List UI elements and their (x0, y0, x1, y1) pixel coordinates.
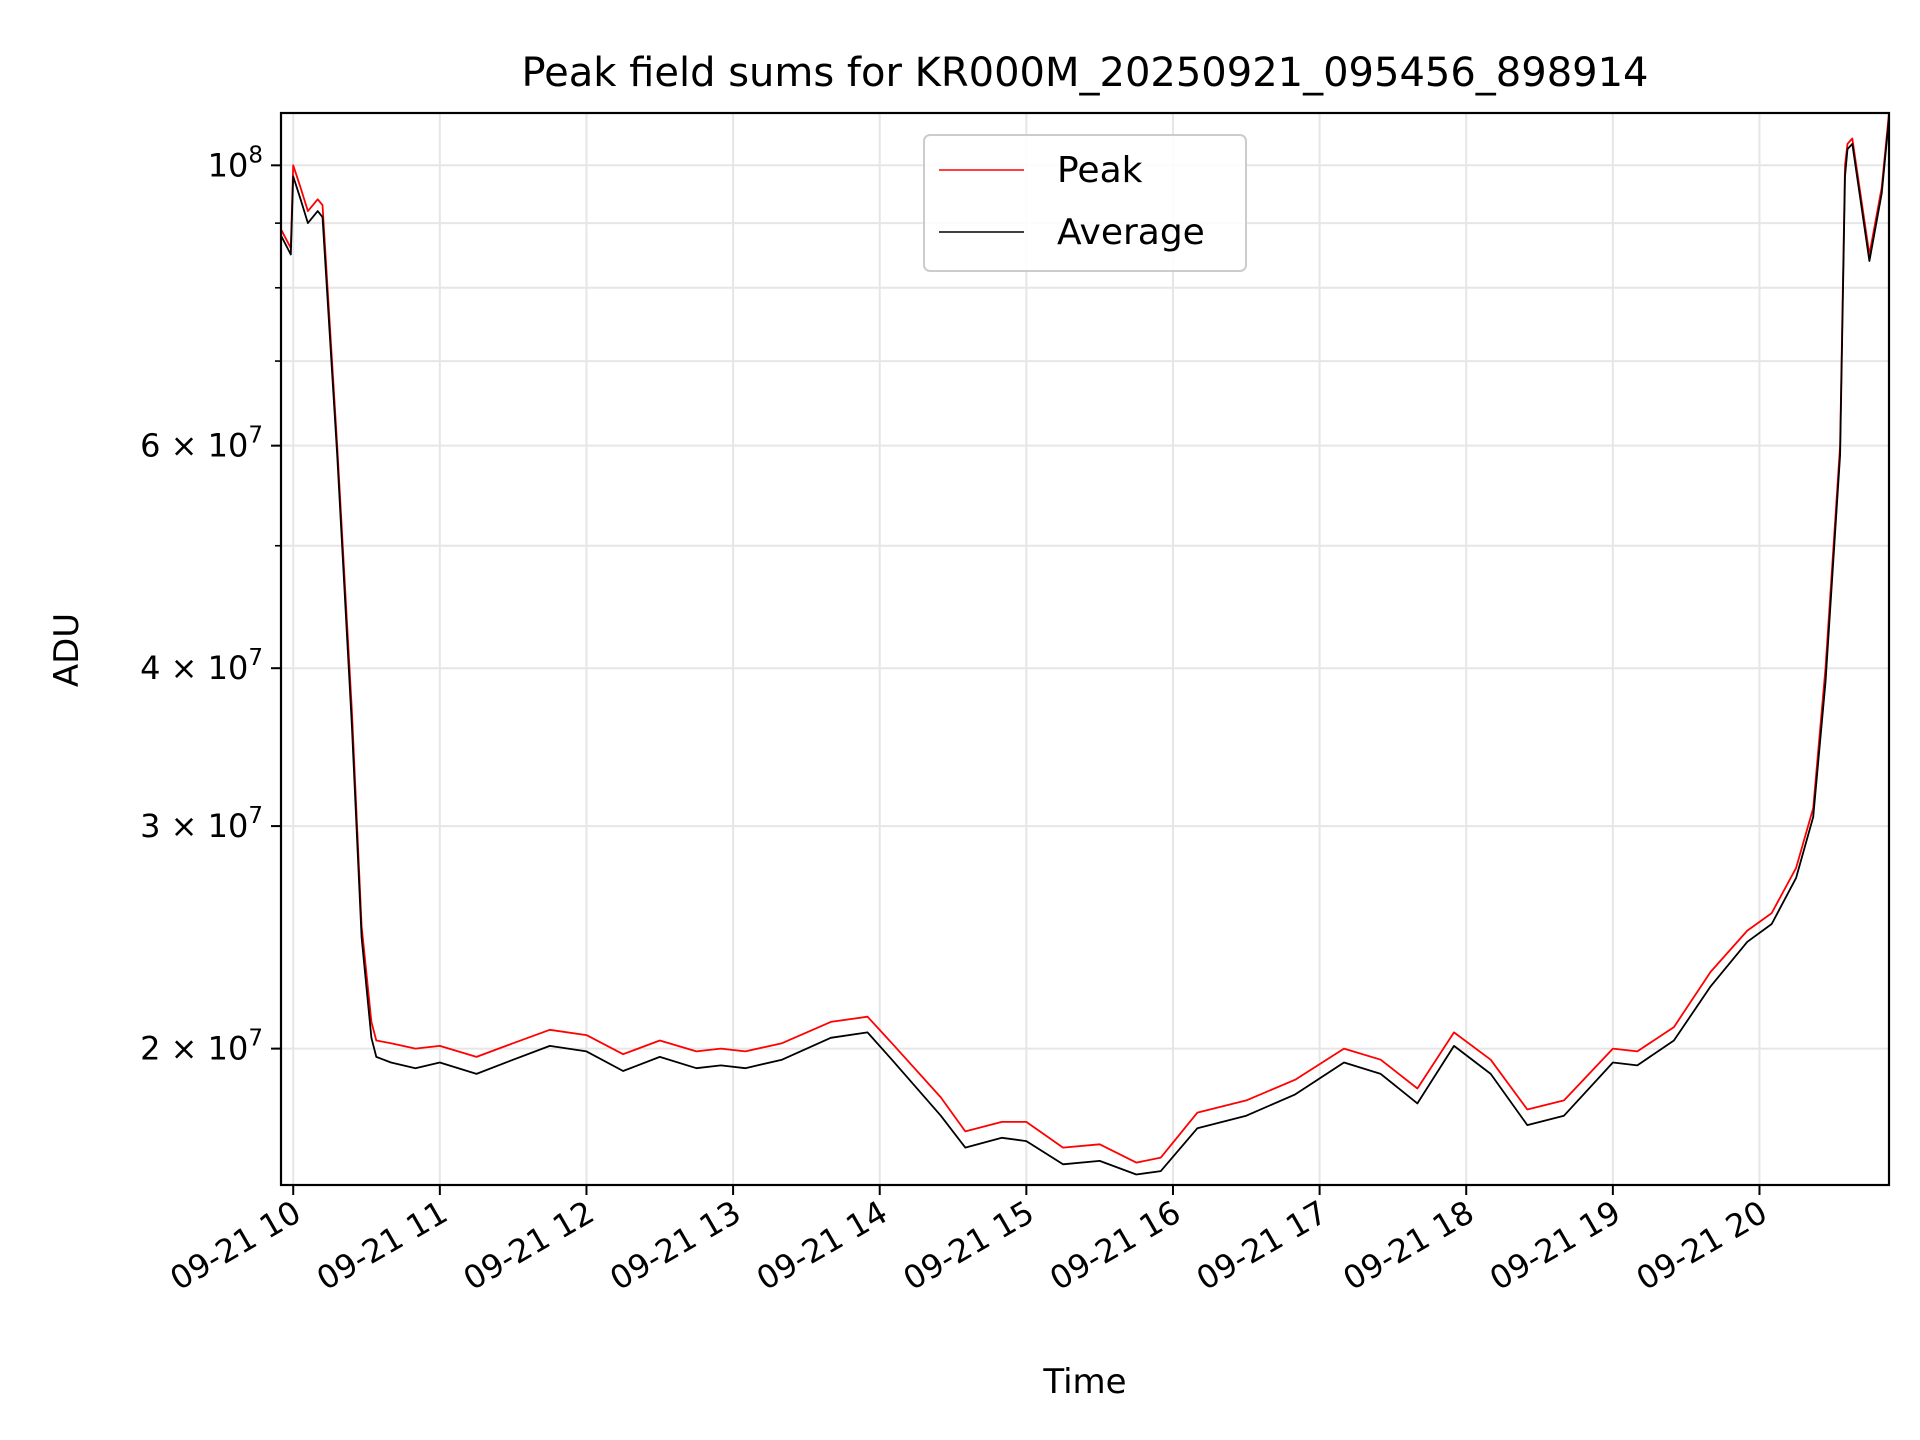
y-axis-label: ADU (47, 613, 87, 687)
y-axis: 2 × 107 3 × 107 4 × 107 6 × 107 108 (140, 142, 281, 1068)
legend-label-peak: Peak (1057, 150, 1143, 191)
y-tick-label: 6 × 107 (140, 423, 263, 465)
y-tick-label: 4 × 107 (140, 645, 263, 687)
series-line-average (280, 117, 1890, 1176)
series-layer (280, 112, 1890, 1176)
chart-title: Peak field sums for KR000M_20250921_0954… (521, 50, 1648, 96)
y-tick-label: 108 (208, 142, 263, 184)
grid (281, 113, 1889, 1185)
y-tick-label: 3 × 107 (140, 803, 263, 845)
legend-label-average: Average (1057, 212, 1205, 253)
series-line-peak (280, 112, 1890, 1164)
legend-box (923, 134, 1247, 272)
plot-frame (279, 111, 1891, 1187)
legend: Peak Average (923, 134, 1247, 272)
y-tick-label: 2 × 107 (140, 1026, 263, 1068)
x-axis-label: Time (1042, 1362, 1126, 1402)
